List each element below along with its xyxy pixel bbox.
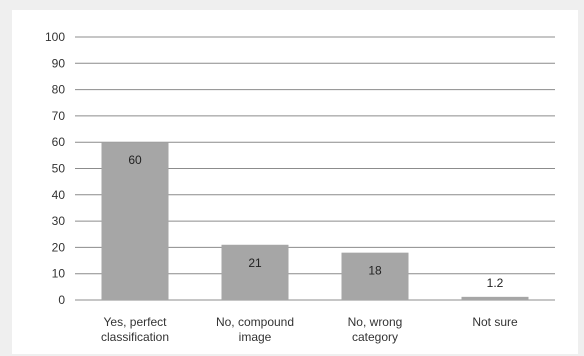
bar-1: [221, 244, 289, 300]
bar-chart: 0 10 20 30 40 50 60 70 80 90 100 60 21 18 1.2 Yes, pe…: [45, 30, 555, 344]
y-tick-label: 60: [52, 135, 66, 149]
bar-3: [461, 296, 529, 300]
chart-frame: 0 10 20 30 40 50 60 70 80 90 100 60 21 18 1.2 Yes, pe…: [12, 10, 578, 354]
bars: [101, 142, 529, 300]
data-labels: 60 21 18 1.2: [128, 153, 503, 290]
category-label-2-line-1: category: [352, 330, 398, 344]
category-label-1-line-0: No, compound: [216, 315, 294, 329]
category-label-2-line-0: No, wrong: [348, 315, 403, 329]
data-label-1: 21: [248, 256, 262, 270]
category-label-0-line-1: classification: [101, 330, 169, 344]
data-label-3: 1.2: [487, 276, 504, 290]
bar-2: [341, 252, 409, 300]
bar-0: [101, 142, 169, 300]
y-tick-label: 90: [52, 56, 66, 70]
y-tick-label: 100: [45, 30, 65, 44]
data-label-2: 18: [368, 264, 382, 278]
data-label-0: 60: [128, 153, 142, 167]
y-tick-label: 80: [52, 83, 66, 97]
category-label-1-line-1: image: [239, 330, 272, 344]
y-axis-tick-labels: 0 10 20 30 40 50 60 70 80 90 100: [45, 30, 65, 307]
y-tick-label: 40: [52, 188, 66, 202]
category-label-0-line-0: Yes, perfect: [104, 315, 168, 329]
y-tick-label: 50: [52, 162, 66, 176]
y-tick-label: 20: [52, 240, 66, 254]
y-tick-label: 0: [58, 293, 65, 307]
y-tick-label: 30: [52, 214, 66, 228]
category-label-3-line-0: Not sure: [472, 315, 518, 329]
y-tick-label: 70: [52, 109, 66, 123]
y-tick-label: 10: [52, 267, 66, 281]
